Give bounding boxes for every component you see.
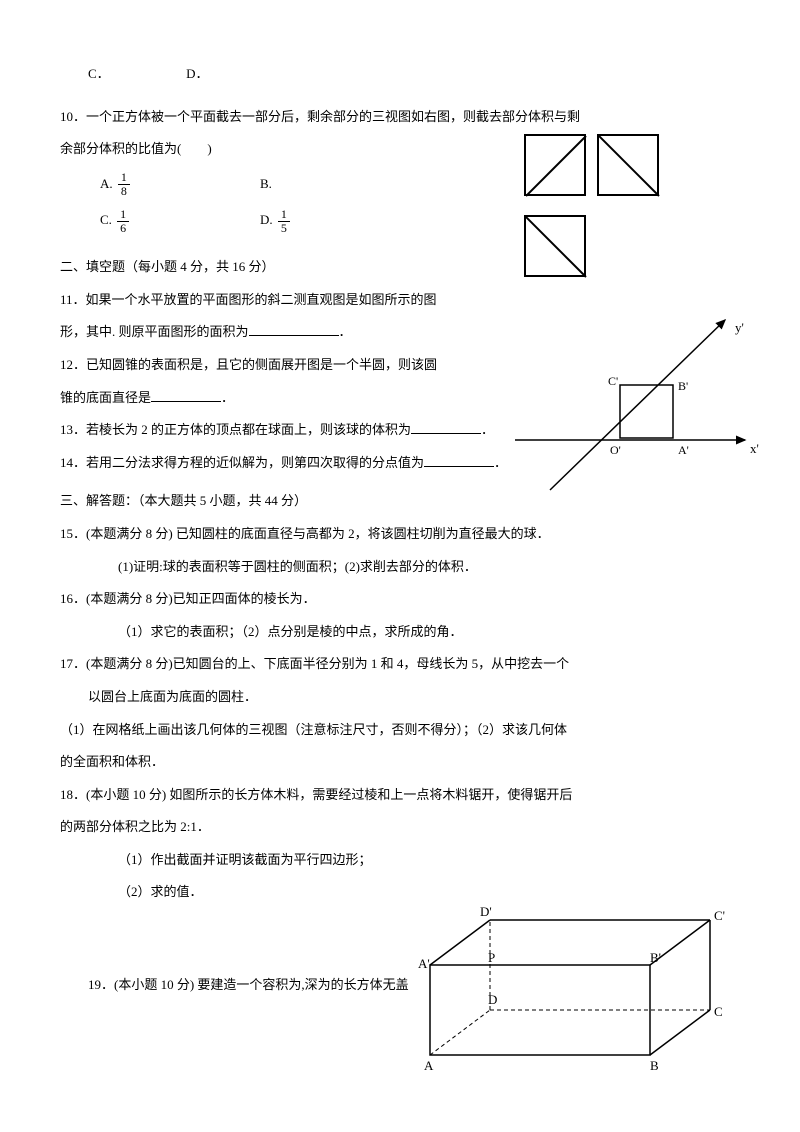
- q16-a: 16．(本题满分 8 分)已知正四面体的棱长为．: [60, 585, 740, 614]
- period: ．: [481, 422, 494, 437]
- frac-num: 1: [278, 208, 290, 222]
- frac-num: 1: [118, 171, 130, 185]
- q9-opt-c: C．: [88, 66, 110, 81]
- q10-opt-b: B.: [260, 170, 340, 199]
- q18-figure: A B C D A' B' C' D' P: [400, 890, 730, 1091]
- q10-b-label: B.: [260, 176, 272, 191]
- q10-d-frac: 1 5: [278, 208, 290, 235]
- blank: [424, 453, 494, 467]
- q10-three-views: [520, 130, 663, 291]
- q15-b: (1)证明:球的表面积等于圆柱的侧面积；(2)求削去部分的体积．: [60, 553, 740, 582]
- q14-text: 14．若用二分法求得方程的近似解为，则第四次取得的分点值为: [60, 455, 424, 470]
- q9-opt-d: D．: [186, 66, 208, 81]
- q10-c-label: C.: [100, 212, 112, 227]
- svg-text:C: C: [714, 1004, 723, 1019]
- frac-den: 6: [117, 222, 129, 235]
- q10-a-frac: 1 8: [118, 171, 130, 198]
- q12-line1: 12．已知圆锥的表面积是，且它的侧面展开图是一个半圆，则该圆: [60, 351, 740, 380]
- q17-a: 17．(本题满分 8 分)已知圆台的上、下底面半径分别为 1 和 4，母线长为 …: [60, 650, 740, 679]
- q10-d-label: D.: [260, 212, 273, 227]
- frac-den: 5: [278, 222, 290, 235]
- q16-b: （1）求它的表面积；（2）点分别是棱的中点，求所成的角．: [60, 618, 740, 647]
- q12-line2: 锥的底面直径是 ．: [60, 384, 740, 413]
- q12-text: 锥的底面直径是: [60, 390, 151, 405]
- q10-opt-a: A. 1 8: [60, 170, 260, 199]
- period: ．: [494, 455, 507, 470]
- three-view-top-right: [597, 134, 659, 196]
- blank: [411, 420, 481, 434]
- svg-text:B': B': [650, 950, 661, 965]
- section3-title: 三、解答题：（本大题共 5 小题，共 44 分）: [60, 487, 740, 516]
- q18-c: （1）作出截面并证明该截面为平行四边形；: [60, 846, 740, 875]
- q18-a: 18．(本小题 10 分) 如图所示的长方体木料，需要经过棱和上一点将木料锯开，…: [60, 781, 740, 810]
- period: ．: [339, 324, 352, 339]
- q13-line: 13．若棱长为 2 的正方体的顶点都在球面上，则该球的体积为 ．: [60, 416, 740, 445]
- q11-line2: 形，其中. 则原平面图形的面积为 ．: [60, 318, 740, 347]
- q17-c: （1）在网格纸上画出该几何体的三视图（注意标注尺寸，否则不得分）；（2）求该几何…: [60, 716, 740, 745]
- svg-text:D: D: [488, 992, 497, 1007]
- frac-den: 8: [118, 185, 130, 198]
- q10-c-frac: 1 6: [117, 208, 129, 235]
- q9-options: C． D．: [60, 60, 740, 89]
- three-view-top-left: [524, 134, 586, 196]
- q13-text: 13．若棱长为 2 的正方体的顶点都在球面上，则该球的体积为: [60, 422, 411, 437]
- q10-opt-d: D. 1 5: [260, 206, 340, 235]
- q10-stem-1: 10．一个正方体被一个平面截去一部分后，剩余部分的三视图如右图，则截去部分体积与…: [60, 103, 740, 132]
- blank: [249, 322, 339, 336]
- q14-line: 14．若用二分法求得方程的近似解为，则第四次取得的分点值为 ．: [60, 449, 740, 478]
- svg-text:C': C': [714, 908, 725, 923]
- blank: [151, 388, 221, 402]
- q17-d: 的全面积和体积．: [60, 748, 740, 777]
- svg-text:B: B: [650, 1058, 659, 1073]
- q17-b: 以圆台上底面为底面的圆柱．: [60, 683, 740, 712]
- svg-text:D': D': [480, 904, 492, 919]
- svg-text:P: P: [488, 950, 495, 965]
- axis-x-label: x': [750, 441, 759, 456]
- frac-num: 1: [117, 208, 129, 222]
- svg-text:A: A: [424, 1058, 434, 1073]
- q18-b: 的两部分体积之比为 2:1．: [60, 813, 740, 842]
- svg-text:A': A': [418, 956, 430, 971]
- period: ．: [221, 390, 234, 405]
- three-view-bottom: [524, 215, 586, 277]
- q15-a: 15．(本题满分 8 分) 已知圆柱的底面直径与高都为 2，将该圆柱切削为直径最…: [60, 520, 740, 549]
- q11-text: 形，其中. 则原平面图形的面积为: [60, 324, 249, 339]
- q10-a-label: A.: [100, 176, 113, 191]
- q10-opt-c: C. 1 6: [60, 206, 260, 235]
